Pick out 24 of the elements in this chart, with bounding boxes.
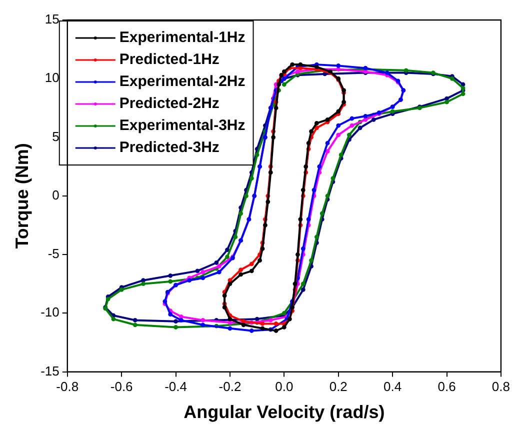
y-tick-label: -5 (48, 246, 60, 262)
y-axis-title: Torque (Nm) (12, 143, 32, 249)
x-tick-label: -0.2 (218, 379, 242, 394)
y-tick-label: 10 (44, 70, 60, 86)
legend-label: Experimental-2Hz (119, 73, 246, 90)
x-tick-label: 0.6 (438, 379, 456, 394)
x-tick-label: 0.2 (329, 379, 348, 394)
x-tick-label: 0.0 (275, 379, 294, 394)
legend-label: Experimental-3Hz (119, 117, 246, 134)
legend-label: Predicted-3Hz (119, 139, 220, 156)
x-tick-label: 0.8 (492, 379, 510, 394)
y-tick-label: 5 (52, 128, 60, 144)
x-tick-label: -0.4 (164, 379, 187, 394)
legend-label: Predicted-2Hz (119, 95, 220, 112)
legend-label: Experimental-1Hz (119, 29, 246, 46)
y-tick-label: 15 (44, 12, 60, 27)
y-tick-label: 0 (52, 187, 60, 202)
y-tick-label: -10 (40, 304, 60, 320)
x-tick-label: -0.8 (56, 379, 79, 394)
legend-label: Predicted-1Hz (119, 51, 220, 68)
x-tick-label: 0.4 (384, 379, 402, 394)
x-axis-title: Angular Velocity (rad/s) (184, 402, 385, 422)
y-tick-label: -15 (40, 363, 60, 378)
x-tick-label: -0.6 (110, 379, 133, 394)
